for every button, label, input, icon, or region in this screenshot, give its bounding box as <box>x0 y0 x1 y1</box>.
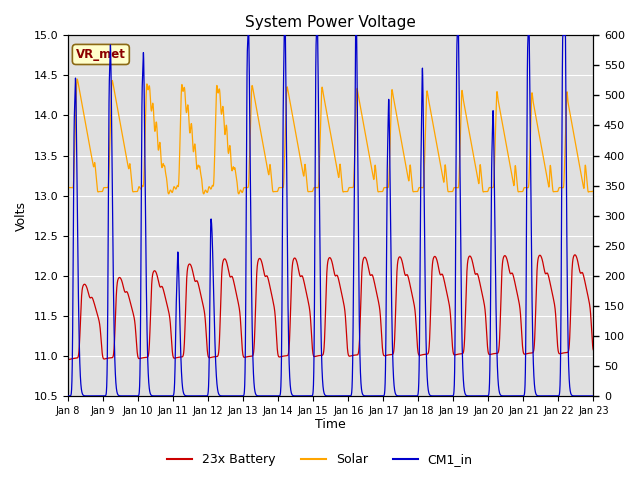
Text: VR_met: VR_met <box>76 48 126 61</box>
Legend: 23x Battery, Solar, CM1_in: 23x Battery, Solar, CM1_in <box>163 448 477 471</box>
Y-axis label: Volts: Volts <box>15 201 28 230</box>
Title: System Power Voltage: System Power Voltage <box>245 15 416 30</box>
X-axis label: Time: Time <box>316 419 346 432</box>
